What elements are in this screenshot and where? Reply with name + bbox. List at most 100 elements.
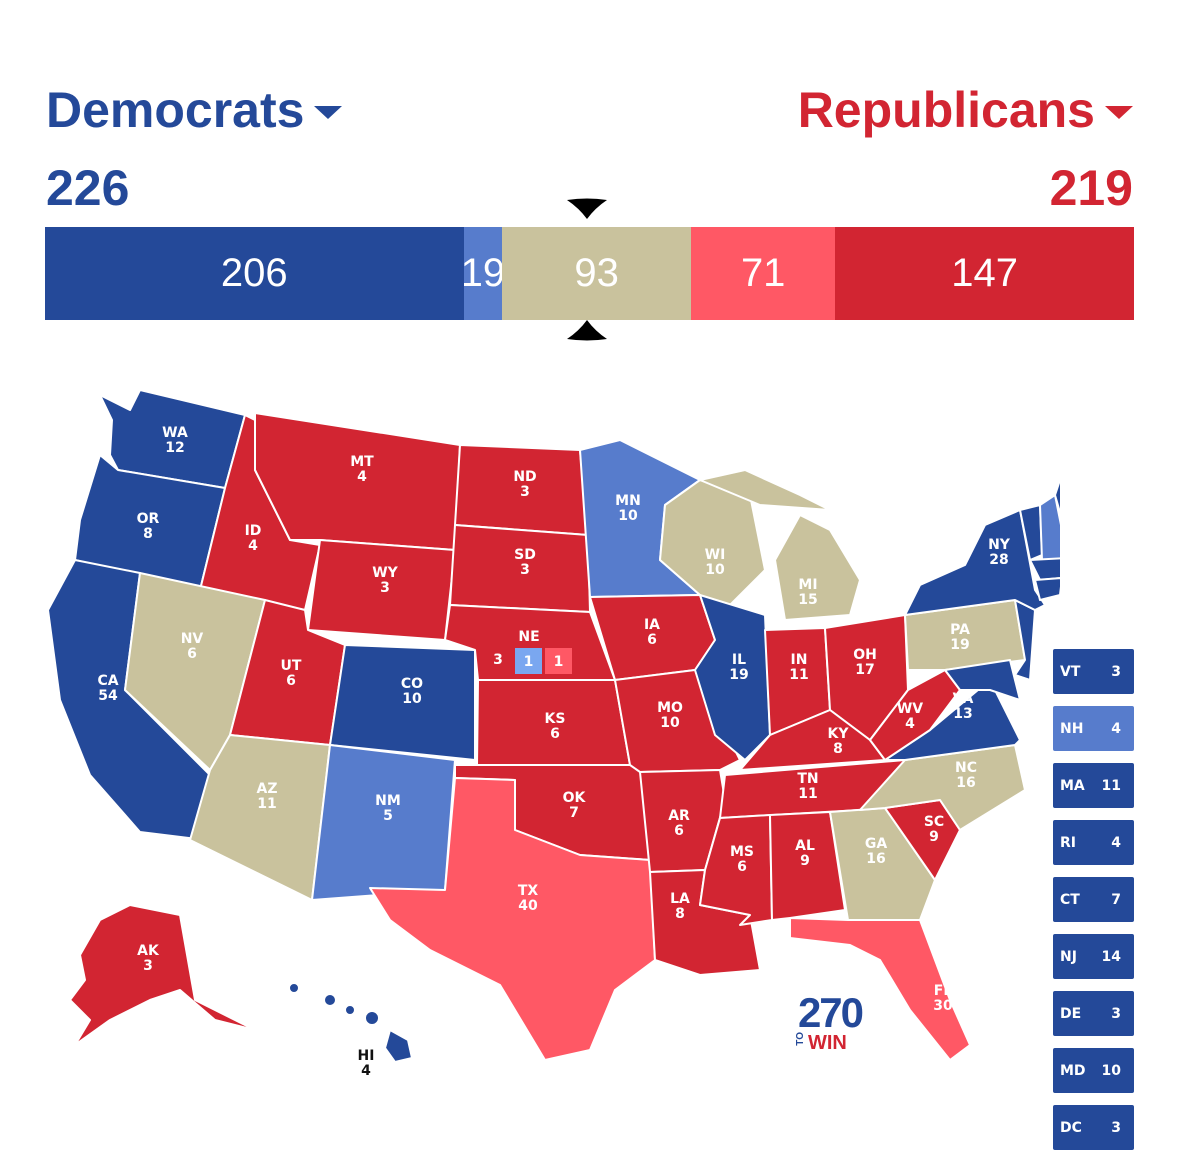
state-label-mo: MO <box>657 700 683 716</box>
small-state-ev: 11 <box>1101 777 1121 794</box>
state-label-id: ID <box>245 523 262 539</box>
small-state-ev: 3 <box>1111 663 1121 680</box>
bar-segment-tossup[interactable]: 93 <box>502 227 692 320</box>
ne-district-1-value: 1 <box>524 654 534 670</box>
state-label-ar: AR <box>668 808 690 824</box>
state-md[interactable] <box>944 659 1021 701</box>
state-ev-mt: 4 <box>357 469 367 485</box>
state-ev-ut: 6 <box>286 673 296 689</box>
state-label-ok: OK <box>563 790 587 806</box>
republicans-selector[interactable]: Republicans <box>798 82 1133 138</box>
state-ev-az: 11 <box>257 796 276 812</box>
democrats-label: Democrats <box>46 82 305 138</box>
state-ev-sd: 3 <box>520 562 530 578</box>
logo-win: WIN <box>808 1032 847 1054</box>
state-mi-upper[interactable] <box>699 469 831 511</box>
state-ev-nv: 6 <box>187 646 197 662</box>
bar-segment-lean-rep[interactable]: 71 <box>691 227 836 320</box>
state-ev-co: 10 <box>402 691 422 707</box>
small-state-abbr: NJ <box>1060 948 1077 965</box>
state-mi[interactable] <box>774 514 861 621</box>
state-label-az: AZ <box>257 781 278 797</box>
logo-to: TO <box>795 1032 806 1046</box>
state-label-ne: NE <box>518 629 539 645</box>
state-ev-ks: 6 <box>550 726 560 742</box>
state-ev-id: 4 <box>248 538 258 554</box>
state-fl[interactable] <box>789 917 971 1061</box>
state-ak[interactable] <box>69 904 256 1046</box>
state-label-ak: AK <box>137 943 160 959</box>
state-ct[interactable] <box>1034 577 1060 601</box>
state-label-wi: WI <box>705 547 726 563</box>
small-states-list: VT 3 NH 4 MA 11 RI 4 CT 7 NJ 14 DE 3 MD 10 DC 3 <box>1053 649 1134 1162</box>
270-marker-bottom-icon <box>567 320 607 341</box>
small-state-abbr: RI <box>1060 834 1076 851</box>
state-ev-ga: 16 <box>866 851 885 867</box>
state-ev-or: 8 <box>143 526 153 542</box>
small-state-de[interactable]: DE 3 <box>1053 991 1134 1036</box>
state-label-nv: NV <box>181 631 204 647</box>
dropdown-caret-icon <box>314 105 343 119</box>
small-state-nh[interactable]: NH 4 <box>1053 706 1134 751</box>
small-state-abbr: DC <box>1060 1119 1082 1136</box>
state-ev-il: 19 <box>729 667 748 683</box>
270towin-logo: 270 TO WIN <box>792 992 868 1058</box>
state-ev-ca: 54 <box>98 688 118 704</box>
small-state-ev: 3 <box>1111 1119 1121 1136</box>
state-label-nm: NM <box>375 793 401 809</box>
state-label-ny: NY <box>988 537 1011 553</box>
state-co[interactable] <box>329 644 476 761</box>
state-label-wy: WY <box>372 565 398 581</box>
state-label-ga: GA <box>865 836 887 852</box>
small-state-md[interactable]: MD 10 <box>1053 1048 1134 1093</box>
state-ev-mn: 10 <box>618 508 638 524</box>
small-state-ri[interactable]: RI 4 <box>1053 820 1134 865</box>
democrats-selector[interactable]: Democrats <box>46 82 343 138</box>
state-tx[interactable] <box>369 777 656 1061</box>
state-ev-nd: 3 <box>520 484 530 500</box>
small-state-ma[interactable]: MA 11 <box>1053 763 1134 808</box>
small-state-nj[interactable]: NJ 14 <box>1053 934 1134 979</box>
270-marker-top-icon <box>567 198 607 219</box>
small-state-abbr: MA <box>1060 777 1085 794</box>
state-ev-hi: 4 <box>361 1063 371 1079</box>
state-label-il: IL <box>732 652 746 668</box>
ne-district-1-box[interactable] <box>515 648 542 674</box>
state-label-fl: FL <box>934 983 953 999</box>
state-label-mi: MI <box>798 577 817 593</box>
small-state-dc[interactable]: DC 3 <box>1053 1105 1134 1150</box>
state-ma[interactable] <box>1029 557 1060 581</box>
bar-segment-safe-dem[interactable]: 206 <box>45 227 464 320</box>
state-label-nc: NC <box>955 760 977 776</box>
state-ev-ak: 3 <box>143 958 153 974</box>
state-al[interactable] <box>769 811 846 921</box>
state-label-sc: SC <box>924 814 944 830</box>
state-me[interactable] <box>1054 450 1060 540</box>
state-ev-oh: 17 <box>855 662 874 678</box>
state-ev-wa: 12 <box>165 440 184 456</box>
state-hi[interactable] <box>288 982 413 1063</box>
state-label-or: OR <box>137 511 160 527</box>
ne-district-2-box[interactable] <box>545 648 572 674</box>
small-state-ev: 3 <box>1111 1005 1121 1022</box>
small-state-ev: 4 <box>1111 834 1121 851</box>
small-state-vt[interactable]: VT 3 <box>1053 649 1134 694</box>
state-label-ia: IA <box>644 617 660 633</box>
state-ev-wy: 3 <box>380 580 390 596</box>
small-state-ct[interactable]: CT 7 <box>1053 877 1134 922</box>
state-label-oh: OH <box>853 647 877 663</box>
state-az[interactable] <box>189 734 331 901</box>
bar-segment-value: 147 <box>951 251 1019 295</box>
state-ev-fl: 30 <box>933 998 953 1014</box>
state-label-ut: UT <box>281 658 302 674</box>
state-ev-tx: 40 <box>518 898 538 914</box>
bar-segment-lean-dem[interactable]: 19 <box>463 227 503 320</box>
state-ev-la: 8 <box>675 906 685 922</box>
bar-segment-safe-rep[interactable]: 147 <box>835 227 1134 320</box>
state-ev-al: 9 <box>800 853 810 869</box>
small-state-ev: 7 <box>1111 891 1121 908</box>
small-state-abbr: VT <box>1060 663 1081 680</box>
state-label-ca: CA <box>97 673 118 689</box>
state-ev-ok: 7 <box>569 805 579 821</box>
state-nh[interactable] <box>1039 494 1060 561</box>
